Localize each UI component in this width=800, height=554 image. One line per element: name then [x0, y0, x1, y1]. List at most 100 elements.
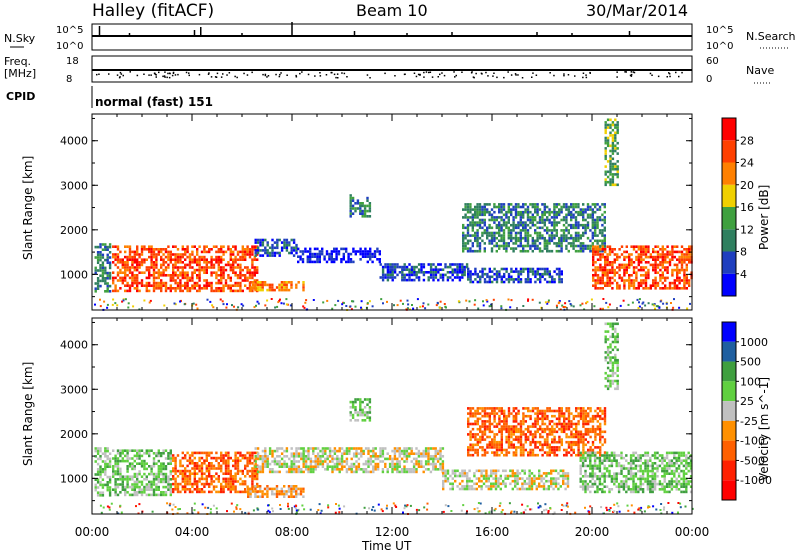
data-cell [162, 475, 165, 478]
data-cell [381, 455, 385, 458]
data-cell [536, 234, 539, 237]
data-cell [174, 245, 177, 248]
data-cell [354, 411, 357, 414]
data-cell [119, 478, 122, 481]
data-cell [335, 252, 338, 256]
data-cell [479, 440, 482, 444]
data-cell [601, 239, 604, 243]
data-cell [133, 274, 136, 277]
data-cell [553, 234, 556, 237]
data-cell [367, 449, 370, 453]
data-cell [632, 279, 636, 282]
data-cell [548, 210, 551, 214]
data-cell [131, 478, 134, 481]
data-cell [439, 465, 442, 468]
data-cell [416, 298, 419, 301]
data-cell [209, 300, 212, 303]
data-cell [288, 465, 291, 468]
data-cell [119, 287, 122, 290]
data-cell [555, 304, 558, 307]
nave-dot [228, 72, 231, 74]
data-cell [583, 308, 586, 311]
data-cell [345, 305, 348, 307]
data-cell [512, 226, 515, 230]
data-cell [652, 279, 655, 282]
data-cell [256, 447, 260, 450]
data-cell [208, 261, 211, 264]
data-cell [121, 300, 124, 303]
data-cell [456, 268, 459, 271]
data-cell [599, 255, 602, 259]
data-cell [592, 268, 595, 272]
data-cell [471, 427, 475, 431]
data-cell [200, 467, 204, 470]
data-cell [186, 480, 189, 483]
data-cell [498, 407, 501, 410]
data-cell [451, 482, 454, 486]
data-cell [577, 205, 580, 209]
data-cell [198, 263, 201, 267]
data-cell [172, 263, 175, 267]
data-cell [340, 247, 343, 251]
data-cell [292, 495, 295, 498]
data-cell [379, 447, 382, 450]
data-cell [493, 414, 496, 418]
data-cell [160, 274, 163, 277]
data-cell [138, 457, 141, 460]
data-cell [439, 462, 442, 466]
data-cell [196, 464, 199, 468]
data-cell [560, 244, 563, 248]
data-cell [349, 252, 353, 256]
data-cell [644, 266, 648, 269]
data-cell [410, 271, 414, 274]
data-cell [592, 276, 595, 280]
data-cell [429, 276, 433, 279]
data-cell [101, 483, 105, 487]
data-cell [99, 279, 102, 283]
data-cell [378, 260, 381, 264]
data-cell [328, 452, 332, 455]
data-cell [227, 245, 230, 248]
data-cell [181, 248, 184, 251]
data-cell [507, 226, 510, 230]
data-cell [512, 218, 515, 222]
data-cell [251, 263, 254, 267]
data-cell [106, 290, 109, 293]
data-cell [429, 265, 433, 269]
data-cell [582, 231, 585, 235]
data-cell [136, 248, 139, 251]
data-cell [510, 234, 513, 237]
data-cell [477, 307, 480, 310]
data-cell [531, 221, 534, 224]
data-cell [354, 419, 357, 422]
data-cell [114, 493, 117, 497]
data-cell [502, 221, 506, 224]
data-cell [259, 249, 262, 252]
data-cell [594, 266, 597, 269]
data-cell [656, 255, 660, 259]
data-cell [211, 304, 214, 307]
power-colorbar-label: Power [dB] [757, 185, 771, 250]
data-cell [536, 247, 539, 250]
data-cell [604, 126, 607, 129]
data-cell [246, 462, 249, 465]
data-cell [512, 247, 515, 250]
data-cell [362, 452, 365, 455]
data-cell [601, 234, 604, 237]
data-cell [468, 485, 471, 488]
data-cell [181, 266, 184, 269]
data-cell [167, 250, 170, 254]
data-cell [343, 452, 346, 455]
nave-dot [630, 75, 633, 77]
data-cell [602, 298, 605, 300]
data-cell [333, 247, 336, 251]
data-cell [318, 252, 321, 256]
data-cell [349, 260, 353, 264]
data-cell [494, 482, 498, 486]
nave-dot [630, 73, 633, 76]
data-cell [278, 470, 281, 474]
data-cell [119, 271, 122, 274]
data-cell [309, 258, 312, 261]
data-cell [526, 208, 530, 211]
data-cell [131, 485, 134, 489]
